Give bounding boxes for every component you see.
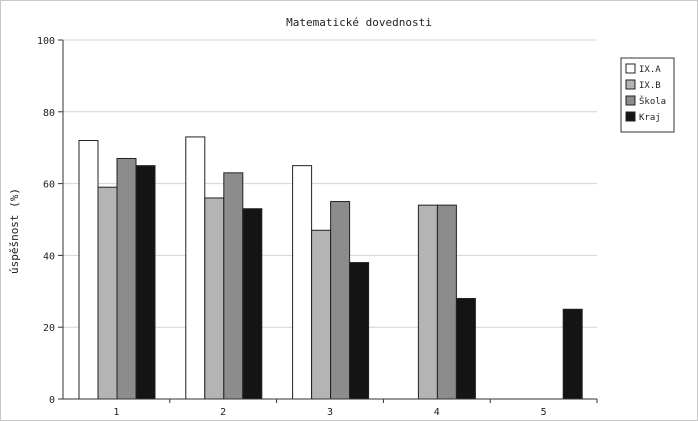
x-tick-label: 3	[327, 407, 333, 418]
bar	[311, 229, 332, 400]
y-tick-label: 100	[37, 36, 55, 47]
bar	[97, 186, 118, 400]
bar	[417, 204, 438, 400]
y-tick-label: 80	[43, 108, 55, 119]
legend-swatch	[625, 111, 636, 122]
legend-swatch	[625, 95, 636, 106]
legend-label: Kraj	[639, 113, 661, 123]
bar	[185, 136, 206, 400]
x-tick-label: 2	[220, 407, 226, 418]
y-axis-label: úspěšnost (%)	[8, 188, 21, 274]
legend-label: Škola	[639, 95, 666, 107]
bar	[135, 165, 156, 400]
y-tick-label: 20	[43, 323, 55, 334]
bar	[204, 197, 225, 400]
bar	[223, 172, 244, 400]
x-tick-label: 5	[541, 407, 547, 418]
bars	[78, 136, 583, 400]
legend: IX.A IX.B Škola Kraj	[620, 57, 675, 133]
axes: Matematické dovednosti úspěšnost (%) 0 20…	[8, 16, 598, 418]
bar	[436, 204, 457, 400]
legend-label: IX.A	[639, 65, 661, 75]
bar	[349, 262, 370, 400]
bar	[78, 140, 99, 400]
bar	[116, 157, 137, 400]
bar	[455, 297, 476, 400]
legend-label: IX.B	[639, 81, 661, 91]
y-tick-label: 60	[43, 180, 55, 191]
chart-title: Matematické dovednosti	[286, 16, 432, 29]
bar	[330, 201, 351, 400]
x-tick-label: 4	[434, 407, 440, 418]
bar	[292, 165, 313, 400]
x-tick-label: 1	[113, 407, 119, 418]
bar	[562, 308, 583, 400]
legend-swatch	[625, 63, 636, 74]
bar	[242, 208, 263, 400]
y-tick-label: 40	[43, 251, 55, 262]
y-tick-label: 0	[49, 395, 55, 406]
legend-swatch	[625, 79, 636, 90]
